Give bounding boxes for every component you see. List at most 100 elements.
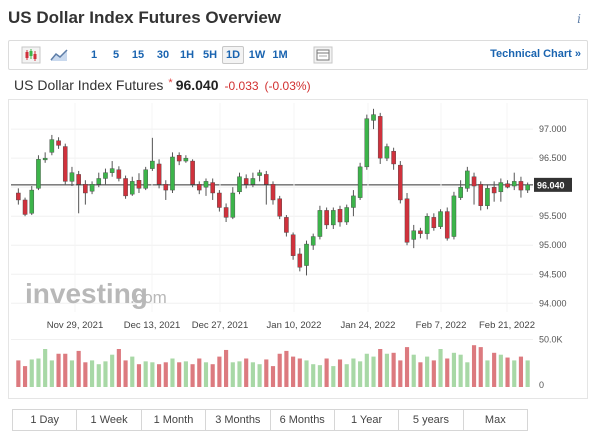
candle-body[interactable] [36,159,41,189]
candle-body[interactable] [351,195,356,208]
candle-body[interactable] [518,181,524,191]
area-chart-icon[interactable] [49,46,69,64]
candle-body[interactable] [505,183,510,188]
period-1-year[interactable]: 1 Year [335,410,400,430]
candle-body[interactable] [123,178,128,197]
candle-body[interactable] [471,176,477,187]
candle-body[interactable] [176,155,182,162]
period-6-months[interactable]: 6 Months [271,410,335,430]
interval-1h[interactable]: 1H [179,49,195,61]
price-chart[interactable]: 97.00096.50096.00095.50095.00094.50094.0… [8,99,588,399]
candle-body[interactable] [418,230,423,234]
candle-body[interactable] [16,192,21,201]
candle-body[interactable] [116,169,122,179]
candle-body[interactable] [29,189,35,214]
candle-body[interactable] [257,172,262,176]
interval-1w[interactable]: 1W [248,49,266,61]
chart-canvas[interactable]: 97.00096.50096.00095.50095.00094.50094.0… [9,100,587,398]
candle-body[interactable] [431,217,437,229]
candle-body[interactable] [384,146,390,159]
candle-body[interactable] [304,243,309,266]
candle-body[interactable] [424,216,430,234]
candle-body[interactable] [270,184,276,201]
candle-body[interactable] [163,184,169,191]
candle-body[interactable] [183,157,189,162]
candle-body[interactable] [76,174,81,185]
candle-body[interactable] [485,188,490,206]
candle-body[interactable] [324,210,329,226]
technical-chart-link[interactable]: Technical Chart » [490,48,581,60]
candle-body[interactable] [170,156,175,191]
interval-1d[interactable]: 1D [222,46,244,64]
candle-body[interactable] [357,166,363,198]
candle-body[interactable] [377,116,383,159]
candle-body[interactable] [317,210,323,237]
candle-body[interactable] [217,192,222,208]
candle-body[interactable] [264,174,269,185]
interval-1m[interactable]: 1 [90,49,98,61]
candle-body[interactable] [290,234,296,256]
interval-15m[interactable]: 15 [131,49,145,61]
candle-body[interactable] [511,181,517,187]
interval-5h[interactable]: 5H [202,49,218,61]
candle-body[interactable] [277,198,282,217]
candle-body[interactable] [203,181,209,188]
candle-body[interactable] [56,140,61,146]
candle-body[interactable] [22,199,28,215]
candlestick-icon[interactable] [21,46,41,64]
candle-body[interactable] [109,168,115,173]
candle-body[interactable] [69,172,75,182]
candle-body[interactable] [136,180,142,189]
candle-body[interactable] [250,178,256,185]
candle-body[interactable] [364,118,370,168]
period-1-month[interactable]: 1 Month [142,410,207,430]
period-1-week[interactable]: 1 Week [77,410,142,430]
candle-body[interactable] [197,184,202,191]
candle-body[interactable] [42,157,48,161]
period-3-months[interactable]: 3 Months [206,410,271,430]
candle-body[interactable] [391,150,396,165]
candle-body[interactable] [49,139,55,153]
interval-1mo[interactable]: 1M [272,49,288,61]
candle-body[interactable] [478,184,484,206]
candle-body[interactable] [150,160,155,169]
candle-body[interactable] [129,181,135,195]
candle-body[interactable] [371,114,376,121]
candle-body[interactable] [297,253,303,268]
candle-body[interactable] [411,230,417,240]
candle-body[interactable] [398,164,403,201]
candle-body[interactable] [331,210,336,226]
candle-body[interactable] [230,192,236,218]
candle-body[interactable] [223,207,229,218]
candle-body[interactable] [498,182,504,193]
candle-body[interactable] [337,209,343,223]
candle-body[interactable] [83,184,88,194]
period-1-day[interactable]: 1 Day [13,410,78,430]
candle-body[interactable] [89,184,95,192]
candle-body[interactable] [190,160,195,185]
candle-body[interactable] [525,184,530,191]
candle-body[interactable] [404,198,410,243]
candle-body[interactable] [451,195,457,237]
candle-body[interactable] [438,211,443,227]
calendar-icon[interactable] [313,46,333,64]
candle-body[interactable] [243,178,249,185]
candle-body[interactable] [96,178,102,185]
period-5-years[interactable]: 5 years [399,410,464,430]
interval-5m[interactable]: 5 [112,49,120,61]
candle-body[interactable] [465,170,470,189]
period-max[interactable]: Max [484,414,506,426]
info-icon[interactable]: i [577,12,581,26]
candle-body[interactable] [156,163,162,185]
candle-body[interactable] [458,186,463,198]
interval-30m[interactable]: 30 [156,49,170,61]
candle-body[interactable] [491,186,497,194]
candle-body[interactable] [103,172,108,179]
candle-body[interactable] [143,169,148,189]
candle-body[interactable] [62,146,68,182]
candle-body[interactable] [344,207,349,223]
candle-body[interactable] [284,217,289,233]
candle-body[interactable] [444,211,450,239]
candle-body[interactable] [310,236,316,246]
candle-body[interactable] [237,176,242,193]
